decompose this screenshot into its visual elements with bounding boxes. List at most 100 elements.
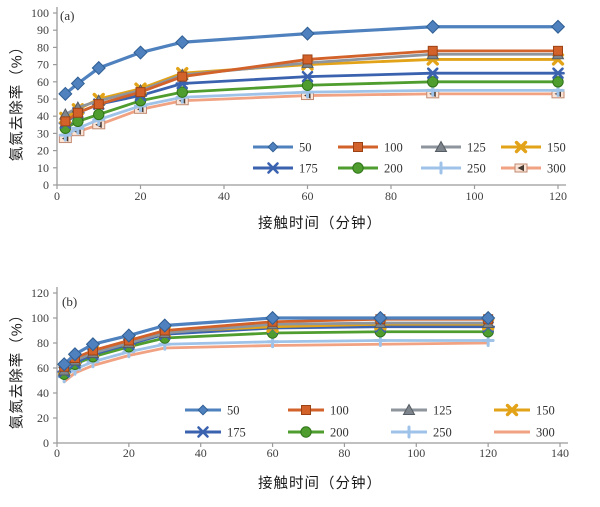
legend-label: 100 <box>330 404 349 418</box>
legend-label: 175 <box>227 426 246 440</box>
diamond-marker <box>157 318 172 333</box>
legend-item-175: 175 <box>253 162 318 176</box>
circle-marker <box>427 76 439 88</box>
x-tick-label: 120 <box>479 446 497 460</box>
series-300 <box>62 341 490 384</box>
diamond-marker <box>58 86 73 101</box>
x-tick-label: 40 <box>195 446 207 460</box>
triangle-marker <box>434 140 448 152</box>
diamond-marker <box>70 76 85 91</box>
legend-label: 250 <box>467 162 486 176</box>
x-tick-label: 0 <box>54 189 60 203</box>
legend-item-200: 200 <box>288 426 349 440</box>
square-marker <box>353 142 363 152</box>
diamond-marker <box>91 60 106 76</box>
legend-label: 150 <box>547 141 566 155</box>
legend-label: 50 <box>227 404 240 418</box>
chart-a-panel-label: (a) <box>60 8 75 23</box>
x-tick-label: 100 <box>466 189 484 203</box>
legend-item-150: 150 <box>494 404 555 418</box>
legend-item-50: 50 <box>185 404 240 418</box>
square-marker <box>72 107 83 118</box>
y-tick-label: 0 <box>43 178 49 192</box>
y-tick-label: 80 <box>37 336 49 350</box>
legend-label: 150 <box>536 404 555 418</box>
diamond-marker <box>300 26 315 41</box>
y-tick-label: 50 <box>37 92 49 106</box>
legend-item-100: 100 <box>288 404 349 418</box>
series-50 <box>57 310 496 372</box>
square-marker <box>60 116 71 127</box>
legend-item-100: 100 <box>338 141 403 155</box>
plus-marker <box>434 161 448 175</box>
square-marker <box>302 54 313 65</box>
y-tick-label: 40 <box>37 386 49 400</box>
y-tick-label: 10 <box>37 161 49 175</box>
x-tick-label: 100 <box>407 446 425 460</box>
y-tick-label: 0 <box>43 436 49 450</box>
x-tick-label: 60 <box>267 446 279 460</box>
x-tick-label: 60 <box>302 189 314 203</box>
square-marker <box>427 45 438 56</box>
x-tick-label: 40 <box>218 189 230 203</box>
diamond-marker <box>373 310 388 326</box>
asterisk-marker <box>266 162 280 174</box>
legend-label: 200 <box>330 426 349 440</box>
diamond-marker <box>265 310 280 326</box>
diamond-marker <box>425 19 440 34</box>
circle-marker <box>301 79 314 91</box>
legend-item-300: 300 <box>494 426 555 440</box>
diamond-marker <box>121 328 136 343</box>
diamond-marker <box>57 357 72 372</box>
circle-marker <box>552 76 564 88</box>
legend-label: 300 <box>536 426 555 440</box>
diamond-marker <box>133 45 148 60</box>
legend-item-125: 125 <box>421 140 486 155</box>
legend-label: 125 <box>467 141 486 155</box>
y-tick-label: 100 <box>31 6 49 20</box>
legend-item-150: 150 <box>501 141 566 155</box>
chart-a-y-axis-title: 氨氮去除率（%） <box>9 38 26 162</box>
legend-label: 50 <box>299 141 312 155</box>
legend-item-250: 250 <box>421 161 486 176</box>
chart-a-canvas: 0 10 20 30 40 50 60 70 80 90 100 0 20 40 60 80 100 120 50 1… <box>31 6 567 203</box>
legend-item-250: 250 <box>391 425 452 440</box>
x-tick-label: 80 <box>338 446 350 460</box>
chart-a: 0 10 20 30 40 50 60 70 80 90 100 0 20 40 60 80 100 120 50 1… <box>0 0 600 250</box>
asterisk-marker <box>300 70 315 83</box>
chart-b-x-axis-title: 接触时间（分钟） <box>258 476 382 492</box>
y-tick-label: 20 <box>37 144 49 158</box>
diamond-marker <box>481 310 496 326</box>
x-tick-label: 80 <box>385 189 397 203</box>
chart-b-panel-label: (b) <box>62 294 78 309</box>
diamond-marker <box>267 141 279 153</box>
legend-item-125: 125 <box>391 403 452 418</box>
legend-label: 200 <box>384 162 403 176</box>
y-tick-label: 120 <box>31 286 49 300</box>
y-tick-label: 20 <box>37 411 49 425</box>
diamond-marker <box>67 347 83 362</box>
y-tick-label: 70 <box>37 58 49 72</box>
flag-marker <box>517 164 524 172</box>
legend-label: 125 <box>433 404 452 418</box>
legend-item-300: 300 <box>501 162 566 176</box>
series-300-line <box>62 341 490 384</box>
x-tick-label: 0 <box>54 446 60 460</box>
diamond-marker <box>85 337 101 352</box>
square-marker <box>93 99 104 110</box>
legend-item-175: 175 <box>185 426 246 440</box>
asterisk-marker <box>196 426 210 438</box>
square-marker <box>553 45 563 56</box>
circle-marker <box>300 426 312 438</box>
circle-marker <box>93 108 105 121</box>
chart-a-x-axis-title: 接触时间（分钟） <box>258 216 382 232</box>
square-marker <box>135 87 146 98</box>
plus-marker <box>402 425 416 439</box>
legend-label: 250 <box>433 426 452 440</box>
asterisk-marker <box>425 67 440 79</box>
legend-label: 300 <box>547 162 566 176</box>
x-tick-label: 20 <box>135 189 147 203</box>
legend-item-50: 50 <box>253 141 312 155</box>
diamond-marker <box>550 19 566 34</box>
